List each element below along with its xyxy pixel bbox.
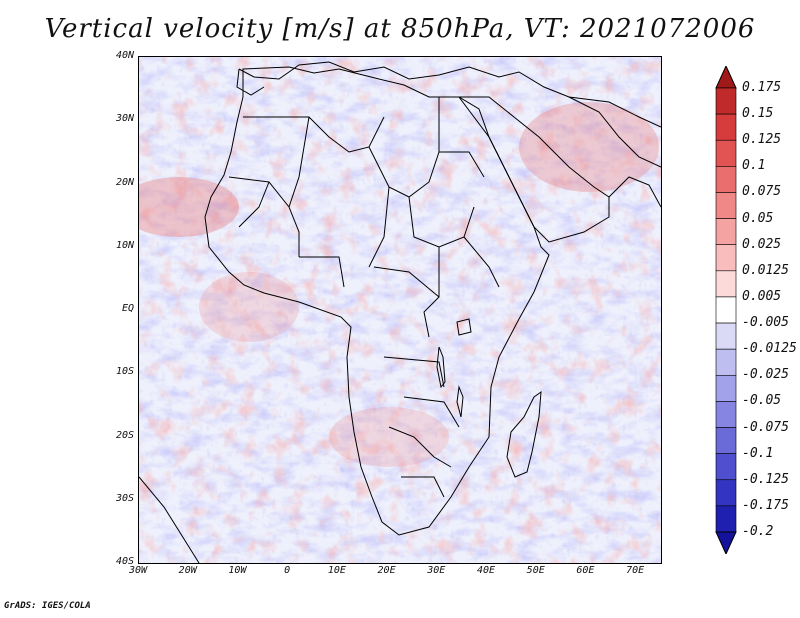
lake-tanganyika [436, 346, 446, 389]
updraft-region [199, 272, 299, 342]
longitude-tick-label: 40E [476, 565, 496, 576]
colorbar-segment [715, 218, 737, 246]
coastlines [139, 61, 661, 563]
longitude-tick-label: 20E [377, 565, 396, 576]
fine-structure-field [139, 57, 661, 563]
colorbar-segment [715, 139, 737, 167]
colorbar-tick-label: -0.0125 [742, 341, 797, 357]
colorbar-tick-label: 0.175 [742, 80, 782, 95]
latitude-tick-label: EQ [121, 303, 134, 314]
colorbar-segment [715, 322, 737, 350]
colorbar-segment [715, 296, 737, 324]
lake-victoria [456, 318, 472, 336]
colorbar-segment [715, 244, 737, 272]
colorbar [715, 66, 737, 554]
plot-title: Vertical velocity [m/s] at 850hPa, VT: 2… [44, 14, 756, 44]
colorbar-segment [715, 374, 737, 402]
iberia-coastline [236, 68, 265, 96]
colorbar-segment [715, 401, 737, 428]
colorbar-tick-label: -0.075 [742, 419, 789, 435]
colorbar-segment [715, 166, 737, 193]
colorbar-tick-label: 0.15 [742, 106, 774, 122]
colorbar-tick-label: 0.05 [742, 210, 774, 226]
colorbar-segment [715, 270, 737, 298]
colorbar-segment [715, 348, 737, 376]
colorbar-tick-label: -0.005 [742, 315, 789, 331]
asia-coastline [568, 96, 661, 208]
colorbar-segment [715, 505, 737, 533]
latitude-tick-label: 20N [115, 176, 134, 188]
colorbar-tick-label: -0.05 [742, 393, 782, 409]
colorbar-tick-label: -0.2 [742, 524, 774, 539]
arabia-coastline [458, 96, 610, 243]
latitude-tick-label: 30N [115, 113, 134, 125]
colorbar-tick-label: 0.0125 [742, 262, 789, 278]
colorbar-segment [715, 479, 737, 507]
map-panel [138, 56, 662, 564]
colorbar-min-arrow [715, 531, 737, 554]
madagascar-coastline [506, 390, 542, 478]
longitude-tick-label: 30E [427, 565, 446, 576]
colorbar-tick-label: 0.125 [742, 132, 782, 148]
updraft-region [519, 102, 659, 192]
colorbar-tick-label: -0.125 [742, 471, 789, 487]
longitude-tick-label: 50E [526, 565, 545, 576]
latitude-tick-label: 10N [115, 239, 134, 251]
longitude-tick-label: 60E [576, 565, 595, 576]
lake-malawi [456, 385, 464, 418]
longitude-tick-label: 0 [284, 565, 291, 576]
colorbar-tick-label: 0.025 [742, 236, 782, 252]
longitude-tick-label: 10W [228, 565, 247, 576]
latitude-tick-label: 40S [115, 556, 134, 567]
software-credit: GrADS: IGES/COLA [4, 601, 91, 611]
latitude-tick-label: 20S [115, 429, 134, 441]
colorbar-tick-label: 0.075 [742, 184, 782, 200]
vertical-velocity-map [139, 57, 661, 563]
latitude-tick-label: 10S [115, 366, 134, 378]
europe-coastline [238, 61, 661, 128]
south-atlantic-feature [139, 476, 200, 563]
longitude-tick-label: 10E [327, 565, 346, 576]
colorbar-segment [715, 453, 737, 481]
colorbar-tick-label: -0.1 [742, 445, 774, 461]
colorbar-tick-label: -0.175 [742, 497, 789, 513]
colorbar-tick-label: 0.005 [742, 288, 782, 304]
colorbar-tick-label: 0.1 [742, 158, 766, 174]
updraft-region [329, 407, 449, 467]
longitude-tick-label: 20W [178, 565, 197, 576]
colorbar-segment [715, 427, 737, 454]
latitude-tick-label: 40N [115, 50, 134, 61]
colorbar-segment [715, 87, 737, 115]
country-borders [228, 97, 500, 498]
latitude-tick-label: 30S [115, 492, 134, 504]
colorbar-segment [715, 113, 737, 141]
colorbar-max-arrow [715, 66, 737, 89]
colorbar-segment [715, 192, 737, 219]
longitude-tick-label: 70E [626, 565, 645, 576]
colorbar-tick-label: -0.025 [742, 367, 789, 383]
longitude-tick-label: 30W [128, 565, 148, 576]
